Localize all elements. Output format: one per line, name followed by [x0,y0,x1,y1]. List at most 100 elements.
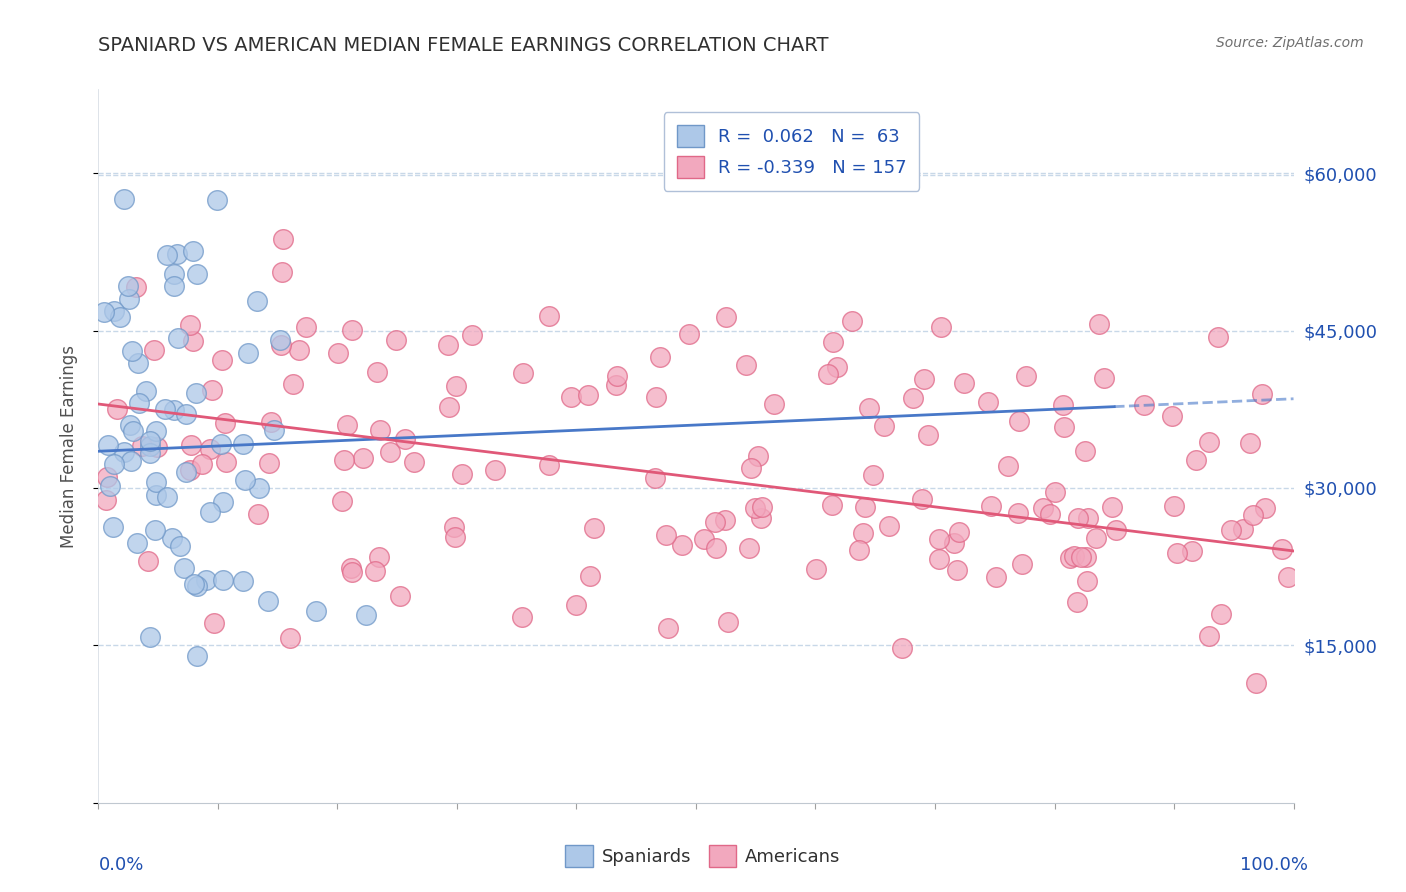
Point [1101,500,1123,515]
Point [738,541,761,555]
Text: 100.0%: 100.0% [1240,856,1308,874]
Point [245,294,267,309]
Point [1067,510,1090,524]
Point [853,500,876,514]
Point [354,607,377,622]
Point [156,490,179,504]
Y-axis label: Median Female Earnings: Median Female Earnings [59,344,77,548]
Point [212,495,235,509]
Point [127,355,149,369]
Point [163,403,186,417]
Point [873,419,896,434]
Point [121,424,143,438]
Point [186,579,208,593]
Point [340,322,363,336]
Point [145,488,167,502]
Point [751,500,773,515]
Point [232,437,254,451]
Point [340,566,363,580]
Point [565,598,588,612]
Point [96,469,118,483]
Point [186,649,208,664]
Point [120,454,142,468]
Point [117,279,139,293]
Point [389,589,412,603]
Point [848,543,870,558]
Point [271,232,294,246]
Point [704,541,727,555]
Point [120,418,142,433]
Point [443,519,465,533]
Point [825,360,848,375]
Point [735,358,758,372]
Point [560,390,582,404]
Point [364,564,387,578]
Legend: Spaniards, Americans: Spaniards, Americans [558,838,848,874]
Point [1271,542,1294,557]
Point [1206,330,1229,344]
Point [1181,544,1204,558]
Point [538,458,561,472]
Point [740,461,762,475]
Point [93,305,115,319]
Point [385,333,408,347]
Point [948,525,970,540]
Point [200,442,222,457]
Point [263,423,285,437]
Point [1011,557,1033,571]
Point [1209,607,1232,622]
Point [928,533,950,547]
Point [943,536,966,550]
Point [1088,318,1111,332]
Point [928,551,950,566]
Point [823,335,845,350]
Point [929,319,952,334]
Point [394,433,416,447]
Point [145,425,167,439]
Point [328,346,350,360]
Point [176,407,198,421]
Point [1045,485,1067,500]
Point [366,365,388,379]
Point [336,417,359,432]
Point [174,466,197,480]
Point [806,562,828,576]
Point [97,438,120,452]
Point [209,437,232,451]
Point [1239,435,1261,450]
Point [180,438,202,452]
Point [1066,595,1088,609]
Point [1076,574,1098,588]
Point [128,396,150,410]
Point [946,563,969,577]
Point [1032,500,1054,515]
Point [744,500,766,515]
Point [512,366,534,380]
Point [246,507,269,521]
Point [1092,371,1115,385]
Point [1076,550,1098,565]
Point [215,455,238,469]
Point [162,531,184,545]
Point [259,415,281,429]
Point [817,367,839,381]
Point [287,343,309,357]
Point [538,310,561,324]
Point [1074,443,1097,458]
Point [605,378,627,392]
Point [173,561,195,575]
Point [484,463,506,477]
Point [202,616,225,631]
Point [1008,414,1031,428]
Point [135,384,157,399]
Point [877,519,900,533]
Point [911,492,934,507]
Point [352,450,374,465]
Point [368,423,391,437]
Point [169,539,191,553]
Point [583,521,606,535]
Point [139,440,162,454]
Point [821,498,844,512]
Point [138,630,160,644]
Point [901,392,924,406]
